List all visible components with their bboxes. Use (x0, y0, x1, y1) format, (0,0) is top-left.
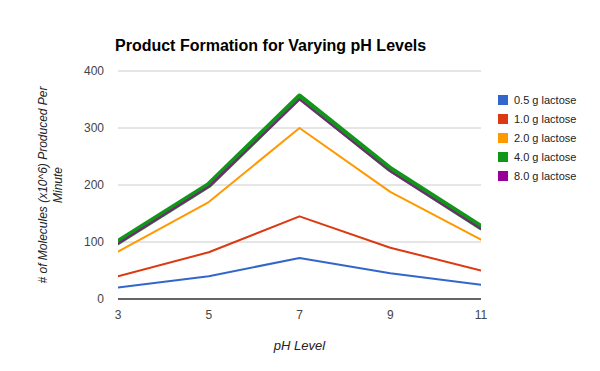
y-tick-label: 200 (84, 178, 104, 192)
x-tick-label: 7 (296, 308, 303, 322)
y-axis-label-line: # of Molecules (x10^6) Produced Per (36, 85, 50, 283)
x-tick-label: 11 (475, 308, 488, 322)
legend-swatch (498, 114, 508, 124)
x-tick-label: 5 (205, 308, 212, 322)
plot-area (118, 97, 481, 288)
legend-swatch (498, 152, 508, 162)
background (0, 0, 600, 371)
grid-line (118, 71, 481, 72)
y-axis-label: # of Molecules (x10^6) Produced PerMinut… (36, 85, 65, 283)
y-tick-label: 0 (97, 292, 104, 306)
title: Product Formation for Varying pH Levels (115, 37, 426, 54)
grid-line (118, 242, 481, 243)
y-tick-label: 400 (84, 64, 104, 78)
legend-label: 8.0 g lactose (514, 170, 576, 182)
legend-label: 4.0 g lactose (514, 151, 576, 163)
series-line (118, 216, 481, 276)
legend-label: 1.0 g lactose (514, 113, 576, 125)
grid-line (118, 185, 481, 186)
legend-swatch (498, 95, 508, 105)
y-axis-label-line: Minute (51, 167, 65, 203)
y-tick-label: 300 (84, 121, 104, 135)
legend-label: 0.5 g lactose (514, 94, 576, 106)
legend-label: 2.0 g lactose (514, 132, 576, 144)
x-tick-label: 3 (115, 308, 122, 322)
chart: Product Formation for Varying pH Levels 0… (0, 0, 600, 371)
x-axis-label: pH Level (273, 338, 326, 353)
series-line (118, 100, 481, 244)
x-tick-label: 9 (387, 308, 394, 322)
baseline (118, 299, 481, 300)
legend-swatch (498, 133, 508, 143)
legend-swatch (498, 171, 508, 181)
y-tick-label: 100 (84, 235, 104, 249)
x-axis-line (118, 299, 481, 300)
series-line (118, 97, 481, 242)
